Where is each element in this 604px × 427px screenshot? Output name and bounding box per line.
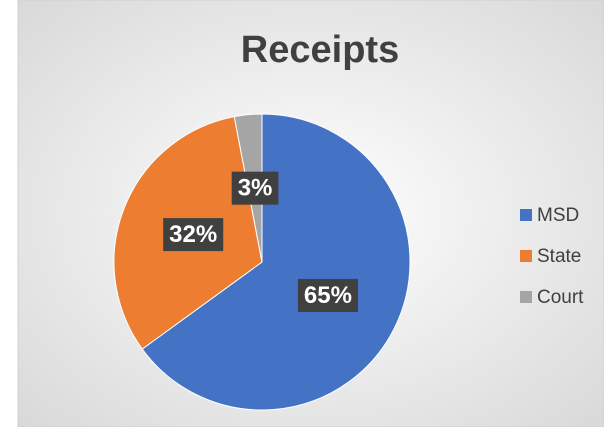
- data-label-box: [297, 278, 358, 312]
- chart-title: Receipts: [241, 29, 399, 71]
- legend-label: Court: [537, 287, 584, 308]
- data-label: 32%: [169, 221, 217, 248]
- legend-label: MSD: [537, 205, 579, 226]
- legend-swatch: [520, 291, 532, 303]
- data-label: 65%: [304, 282, 352, 309]
- data-label: 3%: [238, 175, 273, 202]
- data-label-box: [231, 171, 279, 205]
- legend-swatch: [520, 250, 532, 262]
- data-label-box: [163, 218, 224, 252]
- pie-slice: [141, 113, 411, 411]
- legend-label: State: [537, 246, 581, 267]
- legend-swatch: [520, 209, 532, 221]
